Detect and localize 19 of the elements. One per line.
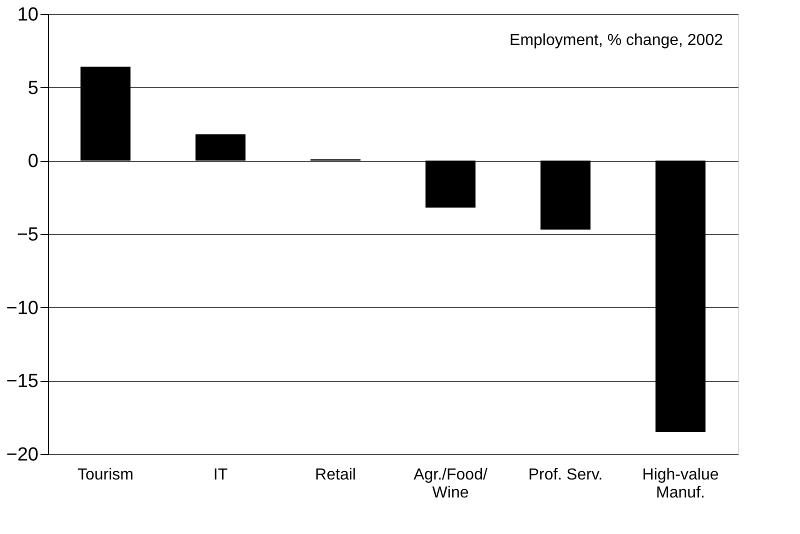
y-tick-label: 5	[28, 78, 38, 99]
bar	[426, 160, 476, 208]
x-tick-label: Tourism	[77, 466, 134, 484]
x-tick-label: Prof. Serv.	[528, 466, 603, 484]
y-tick-label: 0	[28, 151, 38, 172]
y-tick-label: −20	[6, 444, 38, 466]
y-tick-label: −5	[16, 224, 38, 246]
y-tick-label: −10	[6, 298, 38, 319]
annotation: Employment, % change, 2002	[510, 32, 724, 49]
bar	[80, 66, 130, 161]
x-tick-label: High-value Manuf.	[642, 466, 719, 502]
x-tick-label: Retail	[315, 466, 356, 484]
y-tick-label: −15	[6, 371, 38, 392]
bar	[196, 134, 246, 161]
x-tick-label: IT	[213, 466, 228, 484]
x-tick-label: Agr./Food/ Wine	[414, 466, 488, 502]
bar	[540, 160, 590, 230]
y-tick-label: 10	[17, 4, 38, 26]
bar	[656, 160, 706, 432]
